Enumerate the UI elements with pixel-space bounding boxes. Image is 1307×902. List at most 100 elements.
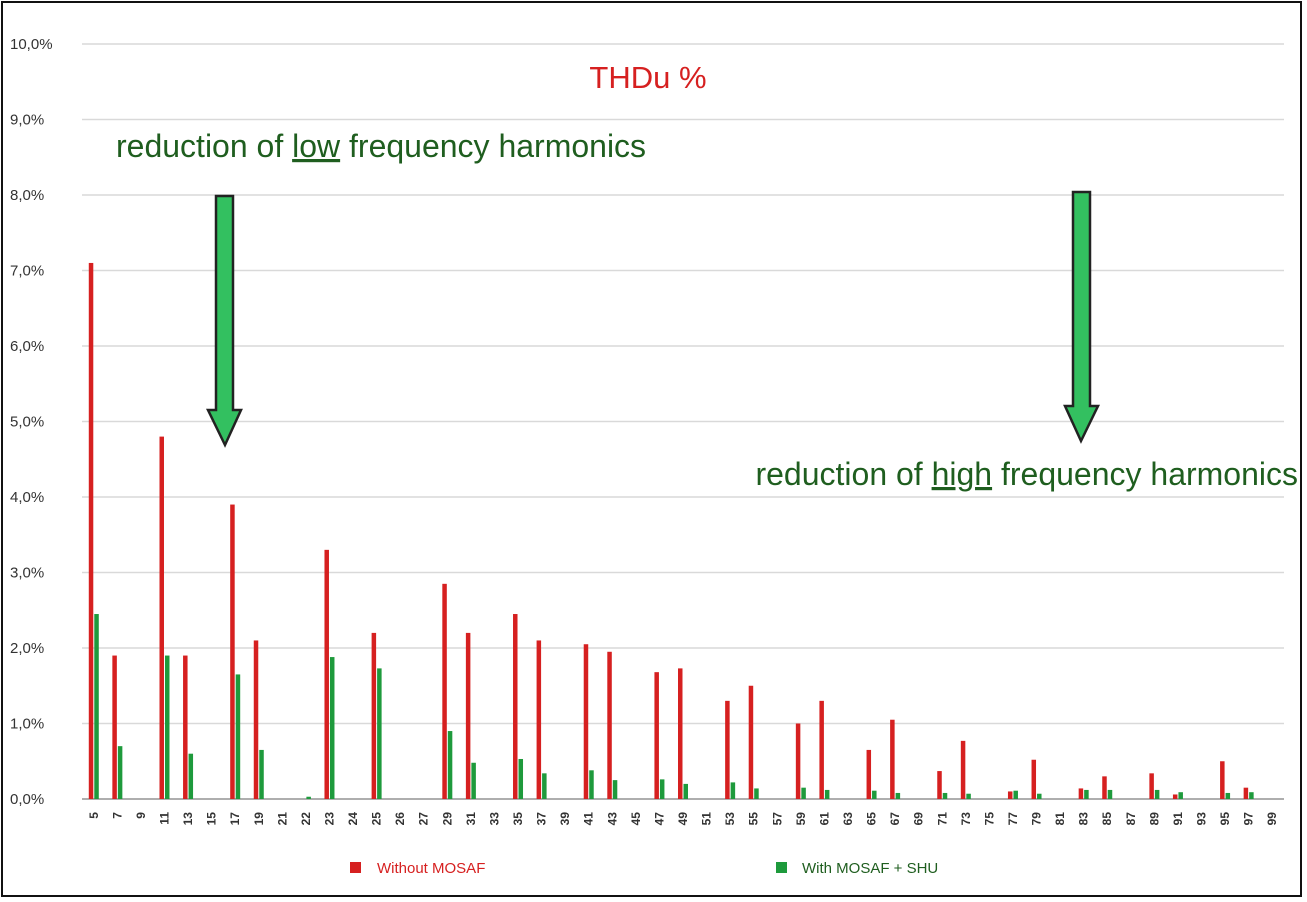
x-tick-label: 33 (487, 812, 501, 826)
bar-without-mosaf (1078, 788, 1084, 799)
legend: Without MOSAF With MOSAF + SHU (350, 860, 938, 877)
x-tick-label: 47 (652, 812, 666, 826)
x-tick-label: 79 (1030, 812, 1044, 826)
x-tick-label: 27 (417, 812, 431, 826)
bar-with-mosaf-shu (1225, 792, 1231, 799)
bar-with-mosaf-shu (1154, 789, 1160, 799)
bar-with-mosaf-shu (872, 790, 877, 799)
down-arrow-right-shape (1063, 190, 1100, 444)
bar-with-mosaf-shu (94, 614, 99, 799)
bar-without-mosaf (536, 640, 542, 799)
y-tick-label: 3,0% (10, 565, 44, 582)
x-tick-label: 91 (1171, 812, 1185, 826)
x-tick-label: 67 (888, 812, 902, 826)
bar-without-mosaf (88, 262, 94, 799)
x-tick-label: 75 (982, 812, 996, 826)
y-tick-label: 5,0% (10, 414, 44, 431)
x-tick-label: 5 (87, 812, 101, 819)
x-tick-label: 93 (1195, 812, 1209, 826)
legend-swatch-with-mosaf-shu (776, 862, 787, 873)
bar-without-mosaf (1220, 761, 1225, 799)
x-tick-label: 69 (912, 812, 926, 826)
y-tick-label: 6,0% (10, 338, 44, 355)
x-tick-label: 87 (1124, 812, 1138, 826)
bar-with-mosaf-shu (683, 783, 688, 799)
bar-without-mosaf (795, 723, 801, 799)
x-tick-label: 81 (1053, 812, 1067, 826)
bar-without-mosaf (960, 740, 966, 799)
y-tick-label: 4,0% (10, 489, 44, 506)
bar-with-mosaf-shu (801, 787, 806, 799)
x-tick-label: 73 (959, 812, 973, 826)
x-tick-label: 15 (205, 812, 219, 826)
x-tick-label: 22 (299, 812, 313, 826)
bar-without-mosaf (513, 614, 518, 799)
x-tick-label: 35 (511, 812, 525, 826)
y-tick-label: 7,0% (10, 263, 44, 280)
bar-with-mosaf-shu (377, 668, 382, 799)
bar-with-mosaf-shu (471, 762, 476, 799)
bar-without-mosaf (465, 632, 471, 799)
annotation-high: reduction of high frequency harmonics (755, 456, 1298, 492)
bar-with-mosaf-shu (824, 789, 830, 799)
x-tick-label: 11 (157, 812, 171, 825)
x-tick-label: 25 (370, 812, 384, 826)
x-tick-label: 29 (440, 812, 454, 826)
x-tick-label: 61 (817, 812, 831, 826)
x-tick-label: 89 (1147, 812, 1161, 826)
bar-with-mosaf-shu (754, 788, 759, 799)
x-tick-label: 71 (935, 812, 949, 826)
x-tick-label: 97 (1242, 812, 1256, 826)
bar-with-mosaf-shu (730, 782, 736, 799)
bar-without-mosaf (1007, 791, 1013, 799)
bar-with-mosaf-shu (612, 780, 618, 799)
bar-without-mosaf (607, 651, 612, 799)
x-tick-label: 49 (676, 812, 690, 826)
x-tick-label: 17 (228, 812, 242, 826)
bar-with-mosaf-shu (235, 674, 241, 799)
bar-with-mosaf-shu (329, 657, 335, 799)
bar-without-mosaf (253, 640, 259, 799)
legend-label-with-mosaf-shu: With MOSAF + SHU (802, 860, 938, 877)
bar-with-mosaf-shu (1107, 789, 1113, 799)
bar-without-mosaf (1243, 787, 1249, 799)
annotation-low-suffix: frequency harmonics (340, 128, 646, 164)
annotation-high-suffix: frequency harmonics (992, 456, 1298, 492)
x-tick-label: 95 (1218, 812, 1232, 826)
bar-with-mosaf-shu (1013, 790, 1018, 799)
bar-without-mosaf (937, 771, 942, 799)
x-tick-label: 83 (1077, 812, 1091, 826)
x-tick-label: 13 (181, 812, 195, 826)
x-tick-label: 63 (841, 812, 855, 826)
bar-with-mosaf-shu (259, 749, 264, 799)
x-tick-label: 57 (770, 812, 784, 826)
bar-without-mosaf (112, 655, 117, 799)
bar-with-mosaf-shu (1084, 789, 1089, 799)
bar-with-mosaf-shu (966, 793, 971, 799)
bar-with-mosaf-shu (895, 792, 901, 799)
bar-with-mosaf-shu (542, 773, 547, 799)
bar-without-mosaf (748, 685, 754, 799)
x-tick-label: 77 (1006, 812, 1020, 826)
bar-without-mosaf (654, 672, 659, 799)
annotation-low-emph: low (292, 128, 341, 164)
x-tick-label: 65 (865, 812, 879, 826)
x-tick-label: 24 (346, 812, 360, 826)
bar-with-mosaf-shu (306, 796, 311, 799)
x-tick-label: 23 (322, 812, 336, 826)
bar-without-mosaf (159, 436, 164, 799)
x-tick-label: 41 (582, 812, 596, 826)
bar-with-mosaf-shu (659, 779, 665, 799)
bar-without-mosaf (442, 583, 447, 799)
bar-without-mosaf (1031, 759, 1037, 799)
bar-without-mosaf (678, 668, 683, 799)
bar-with-mosaf-shu (117, 746, 123, 799)
down-arrow-left-shape (206, 194, 243, 448)
x-tick-label: 19 (252, 812, 266, 826)
x-tick-label: 9 (134, 812, 148, 819)
chart-title: THDu % (589, 60, 706, 95)
x-tick-label: 26 (393, 812, 407, 826)
bars (88, 262, 1254, 799)
